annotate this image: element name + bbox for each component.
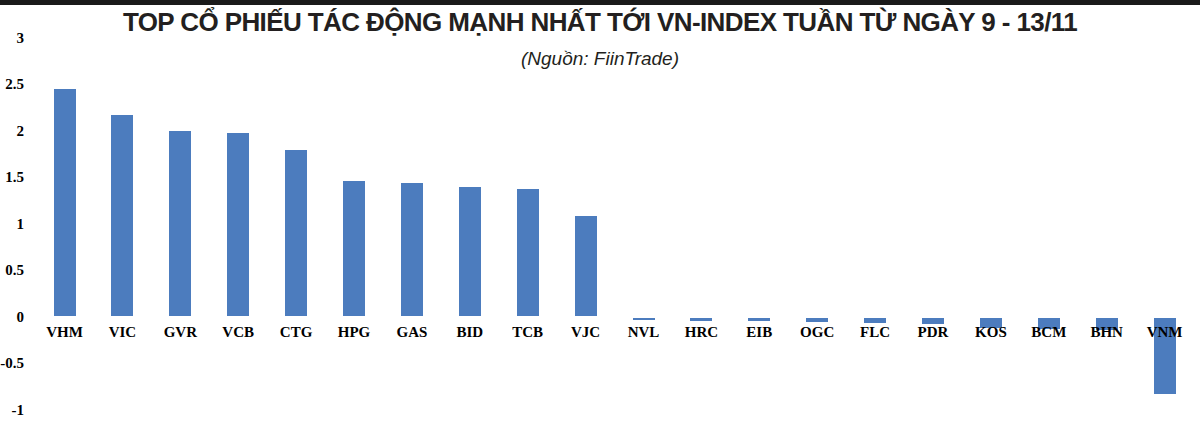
bar-bid <box>459 187 481 316</box>
bar-hrc <box>690 318 712 322</box>
bar-ctg <box>285 150 307 316</box>
category-label-vnm: VNM <box>1136 324 1194 340</box>
category-label-gvr: GVR <box>151 324 209 340</box>
chart-screenshot: TOP CỔ PHIẾU TÁC ĐỘNG MẠNH NHẤT TỚI VN-I… <box>0 0 1200 422</box>
bar-eib <box>748 318 770 322</box>
y-axis-tick-label: 2 <box>0 122 24 140</box>
category-label-ogc: OGC <box>788 324 846 340</box>
category-label-eib: EIB <box>730 324 788 340</box>
bar-flc <box>864 318 886 324</box>
y-axis-tick-label: 0.5 <box>0 261 24 279</box>
category-label-vhm: VHM <box>36 324 94 340</box>
y-axis-tick-label: -1 <box>0 401 24 419</box>
bar-nvl <box>633 318 655 321</box>
bar-tcb <box>517 189 539 316</box>
bar-vjc <box>575 216 597 316</box>
bar-hpg <box>343 181 365 317</box>
category-label-pdr: PDR <box>904 324 962 340</box>
y-axis-tick-label: 1 <box>0 215 24 233</box>
category-label-tcb: TCB <box>499 324 557 340</box>
category-label-nvl: NVL <box>615 324 673 340</box>
category-label-bid: BID <box>441 324 499 340</box>
category-label-hpg: HPG <box>325 324 383 340</box>
bar-gvr <box>169 131 191 316</box>
category-label-hrc: HRC <box>672 324 730 340</box>
bar-chart-plot-area: 3 2.5 2 1.5 1 0.5 0 -0.5 -1 VHMVICGVRVCBCTGHPGGAS… <box>0 0 1200 422</box>
bar-vhm <box>54 89 76 317</box>
y-axis-tick-label: 1.5 <box>0 168 24 186</box>
category-label-gas: GAS <box>383 324 441 340</box>
category-label-bcm: BCM <box>1020 324 1078 340</box>
y-axis-tick-label: -0.5 <box>0 354 24 372</box>
bar-vcb <box>227 133 249 316</box>
category-label-kos: KOS <box>962 324 1020 340</box>
category-label-vic: VIC <box>93 324 151 340</box>
category-label-vjc: VJC <box>557 324 615 340</box>
category-label-bhn: BHN <box>1078 324 1136 340</box>
category-label-flc: FLC <box>846 324 904 340</box>
category-label-vcb: VCB <box>209 324 267 340</box>
category-label-ctg: CTG <box>267 324 325 340</box>
y-axis-tick-label: 3 <box>0 29 24 47</box>
y-axis-tick-label: 0 <box>0 308 24 326</box>
bar-ogc <box>806 318 828 323</box>
bar-gas <box>401 183 423 317</box>
y-axis-tick-label: 2.5 <box>0 75 24 93</box>
bar-vic <box>111 115 133 317</box>
